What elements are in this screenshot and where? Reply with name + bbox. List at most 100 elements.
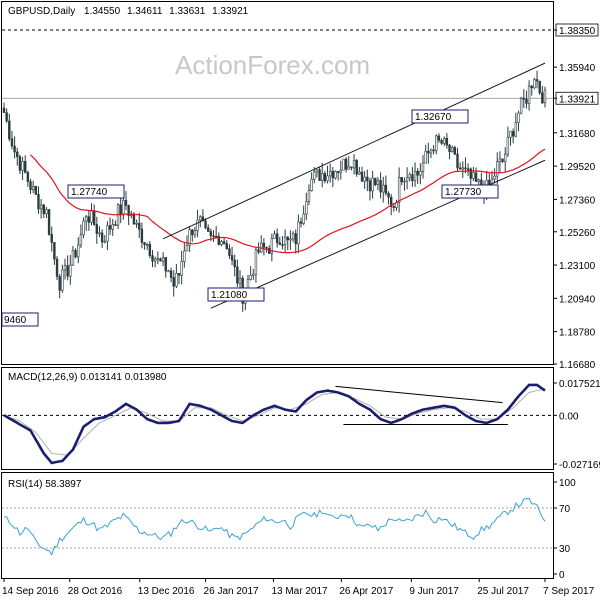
candle-body	[527, 85, 531, 104]
candle-body	[50, 234, 53, 243]
candle-body	[326, 175, 329, 182]
candle-body	[151, 255, 154, 262]
candle-body	[366, 176, 369, 182]
candle-body	[252, 273, 255, 276]
candle-body	[400, 177, 403, 183]
candle-body	[124, 200, 128, 206]
candle-body	[16, 151, 19, 157]
candle-body	[61, 269, 64, 291]
candle-body	[249, 275, 252, 280]
rsi-panel-frame	[1, 472, 554, 579]
candle-body	[5, 112, 8, 122]
candle-body	[42, 204, 45, 214]
candle-body	[188, 229, 191, 246]
candle-body	[159, 258, 162, 262]
candle-body	[474, 172, 478, 182]
candle-body	[47, 209, 51, 235]
price-tick-label: 1.16680	[559, 360, 596, 371]
candle-body	[519, 97, 523, 114]
candle-body	[87, 216, 91, 223]
candle-body	[95, 224, 99, 234]
candle-body	[146, 244, 149, 246]
x-tick-label: 25 Jul 2017	[477, 586, 529, 597]
price-tick-label: 1.27360	[559, 195, 596, 206]
candle-body	[358, 171, 361, 175]
price-tick-label: 1.18780	[559, 328, 596, 339]
rsi-title: RSI(14) 58.3897	[8, 479, 82, 490]
candle-body	[294, 233, 297, 245]
candle-body	[506, 136, 510, 155]
candle-body	[74, 250, 77, 258]
candle-body	[119, 204, 122, 216]
candle-body	[69, 264, 72, 277]
candle-body	[347, 166, 350, 170]
candle-body	[2, 107, 6, 113]
candle-body	[100, 232, 104, 243]
x-tick-label: 13 Dec 2016	[138, 586, 195, 597]
candle-body	[384, 184, 388, 194]
candle-body	[132, 214, 136, 225]
candle-body	[8, 120, 11, 140]
candle-body	[376, 180, 380, 186]
candle-body	[270, 238, 274, 254]
annotation-9460: 9460	[1, 312, 39, 327]
candle-body	[191, 229, 194, 236]
candle-body	[172, 277, 175, 287]
candle-body	[464, 167, 467, 170]
svg-text:1.21080: 1.21080	[211, 290, 248, 301]
candle-body	[262, 242, 266, 248]
candle-body	[541, 92, 544, 104]
candle-body	[299, 221, 303, 224]
candle-body	[392, 206, 396, 208]
candle-body	[443, 138, 446, 144]
candle-body	[509, 131, 512, 138]
candle-body	[339, 169, 342, 173]
x-tick-label: 13 Mar 2017	[271, 586, 328, 597]
candle-body	[538, 80, 541, 94]
price-tick-label: 1.35940	[559, 63, 596, 74]
candle-body	[283, 236, 287, 246]
price-tick-label: 1.38350	[559, 26, 596, 37]
candle-body	[156, 258, 160, 260]
candle-body	[453, 147, 457, 155]
candle-body	[29, 181, 32, 190]
svg-text:9460: 9460	[4, 315, 27, 326]
candle-body	[416, 170, 419, 176]
candle-body	[477, 179, 480, 182]
candle-body	[71, 250, 75, 266]
candle-body	[466, 168, 470, 171]
candle-body	[127, 205, 130, 216]
watermark: ActionForex.com	[175, 50, 370, 80]
price-tick-label: 1.20940	[559, 294, 596, 305]
candle-body	[456, 153, 459, 169]
price-tick-label: 1.33921	[559, 94, 596, 105]
candle-body	[77, 244, 80, 258]
candle-body	[85, 216, 88, 222]
candle-body	[31, 185, 35, 190]
candle-body	[265, 246, 268, 249]
candle-body	[302, 213, 305, 224]
candle-body	[214, 235, 218, 238]
low-value: 1.33631	[169, 6, 206, 17]
candle-body	[143, 242, 146, 246]
candle-body	[135, 222, 138, 225]
candle-body	[217, 235, 221, 245]
candle-body	[167, 270, 170, 273]
candle-body	[305, 201, 308, 215]
price-tick-label: 1.25260	[559, 228, 596, 239]
candle-body	[24, 161, 27, 173]
candle-body	[45, 209, 48, 214]
candle-body	[445, 138, 449, 146]
candle-body	[148, 244, 152, 256]
rsi-tick-label: 30	[559, 544, 571, 555]
candle-body	[286, 236, 289, 241]
candle-body	[222, 241, 226, 244]
candle-body	[405, 177, 409, 182]
candle-body	[278, 242, 282, 245]
candle-body	[114, 224, 117, 226]
candle-body	[37, 194, 40, 210]
candle-body	[209, 231, 213, 237]
candle-body	[368, 180, 372, 192]
annotation-132670: 1.32670	[411, 109, 469, 124]
candle-body	[419, 170, 422, 176]
